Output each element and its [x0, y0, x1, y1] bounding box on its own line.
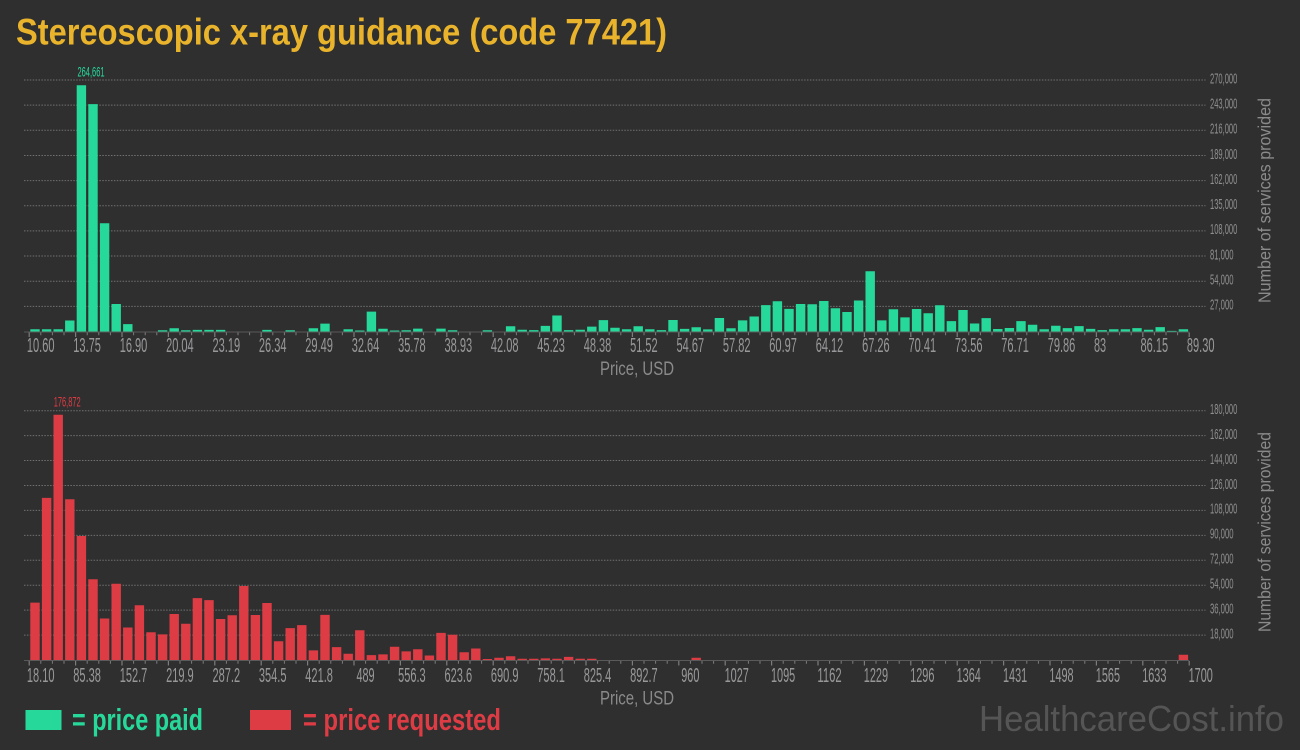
svg-text:264,661: 264,661 [78, 63, 105, 79]
svg-text:1431: 1431 [1003, 665, 1027, 687]
svg-text:16.90: 16.90 [120, 335, 148, 357]
svg-text:Price, USD: Price, USD [600, 688, 674, 709]
svg-text:Number of services provided: Number of services provided [1255, 432, 1275, 632]
svg-text:45.23: 45.23 [537, 335, 565, 357]
svg-text:20.04: 20.04 [166, 335, 194, 357]
svg-text:556.3: 556.3 [398, 665, 426, 687]
svg-text:162,000: 162,000 [1210, 172, 1237, 188]
svg-text:27,000: 27,000 [1210, 298, 1234, 314]
svg-text:216,000: 216,000 [1210, 122, 1237, 138]
svg-text:70.41: 70.41 [909, 335, 937, 357]
svg-text:= price requested: = price requested [303, 702, 501, 737]
svg-text:38.93: 38.93 [445, 335, 473, 357]
svg-text:189,000: 189,000 [1210, 147, 1237, 163]
svg-text:270,000: 270,000 [1210, 71, 1237, 87]
svg-text:13.75: 13.75 [73, 335, 101, 357]
svg-text:489: 489 [356, 665, 374, 687]
svg-text:18.10: 18.10 [27, 665, 55, 687]
svg-text:90,000: 90,000 [1210, 527, 1234, 543]
svg-text:1296: 1296 [910, 665, 934, 687]
svg-text:287.2: 287.2 [213, 665, 241, 687]
svg-text:1162: 1162 [817, 665, 841, 687]
svg-text:32.64: 32.64 [352, 335, 380, 357]
svg-text:152.7: 152.7 [120, 665, 148, 687]
svg-text:72,000: 72,000 [1210, 552, 1234, 568]
svg-text:108,000: 108,000 [1210, 502, 1237, 518]
svg-text:76.71: 76.71 [1001, 335, 1029, 357]
svg-text:180,000: 180,000 [1210, 402, 1237, 418]
svg-text:= price paid: = price paid [72, 702, 203, 737]
svg-text:1027: 1027 [725, 665, 749, 687]
svg-text:18,000: 18,000 [1210, 626, 1234, 642]
svg-text:126,000: 126,000 [1210, 477, 1237, 493]
svg-text:1565: 1565 [1096, 665, 1120, 687]
svg-text:54,000: 54,000 [1210, 577, 1234, 593]
svg-text:48.38: 48.38 [584, 335, 612, 357]
svg-text:690.9: 690.9 [491, 665, 519, 687]
svg-text:1364: 1364 [957, 665, 981, 687]
svg-text:79.86: 79.86 [1048, 335, 1076, 357]
svg-text:Stereoscopic x-ray guidance (c: Stereoscopic x-ray guidance (code 77421) [16, 12, 667, 53]
svg-text:354.5: 354.5 [259, 665, 287, 687]
svg-text:54,000: 54,000 [1210, 273, 1234, 289]
svg-text:243,000: 243,000 [1210, 97, 1237, 113]
svg-text:135,000: 135,000 [1210, 197, 1237, 213]
svg-text:64.12: 64.12 [816, 335, 844, 357]
svg-text:144,000: 144,000 [1210, 452, 1237, 468]
svg-text:83: 83 [1094, 335, 1106, 357]
svg-text:26.34: 26.34 [259, 335, 287, 357]
svg-text:57.82: 57.82 [723, 335, 751, 357]
svg-text:HealthcareCost.info: HealthcareCost.info [979, 698, 1284, 739]
svg-text:1498: 1498 [1049, 665, 1073, 687]
svg-text:Price, USD: Price, USD [600, 359, 674, 380]
svg-text:421.8: 421.8 [305, 665, 333, 687]
svg-text:1700: 1700 [1189, 665, 1213, 687]
svg-text:1095: 1095 [771, 665, 795, 687]
svg-text:623.6: 623.6 [445, 665, 473, 687]
svg-text:42.08: 42.08 [491, 335, 519, 357]
svg-text:10.60: 10.60 [27, 335, 55, 357]
svg-text:54.67: 54.67 [677, 335, 705, 357]
svg-text:51.52: 51.52 [630, 335, 658, 357]
svg-text:29.49: 29.49 [305, 335, 333, 357]
svg-text:108,000: 108,000 [1210, 222, 1237, 238]
svg-text:1229: 1229 [864, 665, 888, 687]
svg-text:60.97: 60.97 [769, 335, 797, 357]
svg-text:825.4: 825.4 [584, 665, 612, 687]
svg-text:73.56: 73.56 [955, 335, 983, 357]
svg-text:67.26: 67.26 [862, 335, 890, 357]
svg-text:1633: 1633 [1142, 665, 1166, 687]
svg-text:219.9: 219.9 [166, 665, 194, 687]
svg-text:36,000: 36,000 [1210, 601, 1234, 617]
svg-text:892.7: 892.7 [630, 665, 658, 687]
svg-text:758.1: 758.1 [537, 665, 565, 687]
svg-text:89.30: 89.30 [1187, 335, 1215, 357]
svg-text:35.78: 35.78 [398, 335, 426, 357]
svg-text:86.15: 86.15 [1141, 335, 1169, 357]
svg-text:85.38: 85.38 [73, 665, 101, 687]
svg-text:176,872: 176,872 [54, 393, 81, 409]
svg-text:162,000: 162,000 [1210, 427, 1237, 443]
svg-text:Number of services provided: Number of services provided [1255, 98, 1275, 303]
svg-text:23.19: 23.19 [213, 335, 241, 357]
svg-text:81,000: 81,000 [1210, 247, 1234, 263]
svg-text:960: 960 [681, 665, 699, 687]
